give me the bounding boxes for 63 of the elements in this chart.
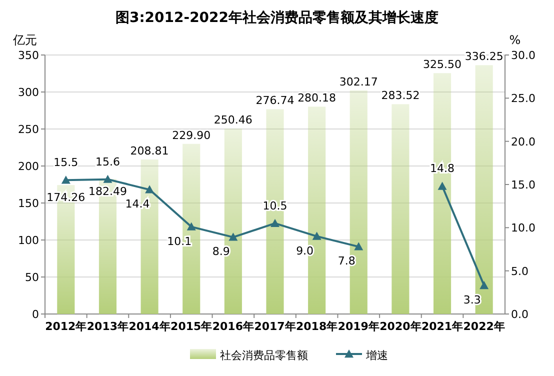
y2-tick-label: 15.0 bbox=[511, 178, 536, 192]
x-tick-label: 2020年 bbox=[380, 320, 422, 333]
point bbox=[186, 222, 196, 230]
point bbox=[480, 281, 489, 290]
data-label: 229.90 bbox=[172, 128, 211, 142]
data-label: 10.5 bbox=[262, 199, 288, 212]
data-label: 8.9 bbox=[212, 245, 230, 258]
point bbox=[103, 174, 112, 183]
x-tick-label: 2012年 bbox=[45, 320, 87, 333]
x-tick-label: 2022年 bbox=[463, 320, 505, 333]
y-tick-label: 300 bbox=[18, 86, 39, 99]
data-label: 208.81 bbox=[130, 144, 169, 158]
data-label: 10.1 bbox=[167, 234, 192, 248]
y-tick-label: 350 bbox=[18, 49, 39, 62]
data-label: 3.3 bbox=[463, 294, 481, 307]
x-tick-label: 2017年 bbox=[254, 320, 296, 333]
data-label: 283.52 bbox=[381, 89, 420, 102]
point bbox=[145, 185, 154, 194]
x-tick-label: 2021年 bbox=[421, 320, 464, 333]
legend-label: 增速 bbox=[365, 349, 388, 362]
x-tick-label: 2019年 bbox=[338, 320, 380, 333]
y-tick-label: 0 bbox=[32, 308, 39, 321]
y-tick-label: 200 bbox=[18, 160, 39, 173]
data-label: 174.26 bbox=[46, 191, 86, 204]
y2-tick-label: 0.0 bbox=[511, 308, 528, 321]
y2-axis-title: % bbox=[509, 33, 521, 47]
y-axis-title: 亿元 bbox=[12, 33, 37, 47]
data-label: 9.0 bbox=[296, 244, 314, 258]
x-tick-label: 2018年 bbox=[296, 320, 338, 333]
data-label: 7.8 bbox=[338, 254, 356, 268]
x-tick-label: 2014年 bbox=[128, 320, 170, 333]
data-label: 280.18 bbox=[298, 92, 336, 105]
y2-tick-label: 10.0 bbox=[511, 222, 536, 235]
data-label: 250.46 bbox=[214, 114, 252, 127]
chart-title: 图3:2012-2022年社会消费品零售额及其增长速度 bbox=[115, 9, 439, 26]
point bbox=[354, 242, 364, 250]
y2-tick-label: 25.0 bbox=[511, 92, 536, 106]
point bbox=[61, 176, 70, 184]
data-label: 302.17 bbox=[339, 75, 378, 88]
y-tick-label: 50 bbox=[25, 271, 39, 284]
point bbox=[312, 232, 322, 240]
y-tick-label: 100 bbox=[18, 234, 39, 247]
data-label: 15.6 bbox=[95, 155, 120, 168]
bar bbox=[392, 104, 410, 314]
point bbox=[270, 218, 280, 227]
data-label: 336.25 bbox=[464, 50, 504, 64]
data-label: 14.8 bbox=[430, 162, 455, 176]
point bbox=[228, 232, 238, 241]
data-label: 15.5 bbox=[54, 156, 78, 170]
data-label: 14.4 bbox=[125, 198, 150, 211]
x-tick-label: 2016年 bbox=[212, 320, 254, 333]
data-label: 276.74 bbox=[256, 94, 294, 108]
y2-tick-label: 5.0 bbox=[511, 264, 528, 278]
y-tick-label: 150 bbox=[18, 197, 39, 210]
legend-label: 社会消费品零售额 bbox=[220, 349, 308, 362]
y-tick-label: 250 bbox=[18, 123, 39, 136]
x-tick-label: 2015年 bbox=[170, 320, 212, 333]
data-label: 325.50 bbox=[423, 58, 462, 72]
x-tick-label: 2013年 bbox=[86, 320, 129, 333]
y2-tick-label: 30.0 bbox=[511, 49, 536, 62]
y2-tick-label: 20.0 bbox=[511, 135, 536, 148]
data-label: 182.49 bbox=[88, 184, 127, 198]
point bbox=[438, 182, 447, 190]
